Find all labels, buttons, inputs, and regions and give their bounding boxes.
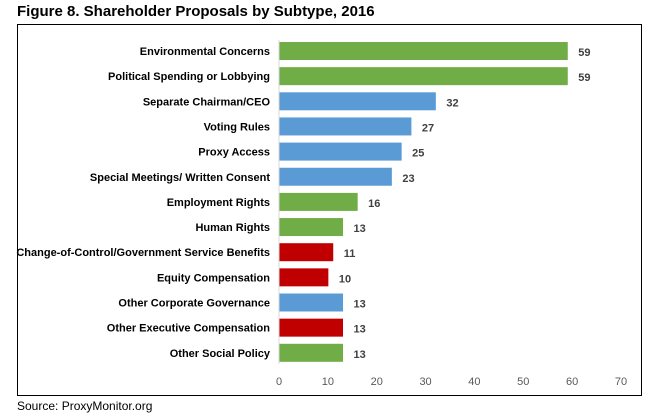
bar <box>279 167 392 186</box>
data-label: 25 <box>412 148 424 160</box>
data-label: 13 <box>354 324 366 336</box>
bar <box>279 343 344 362</box>
data-label: 32 <box>446 97 458 109</box>
category-label: Political Spending or Lobbying <box>108 71 270 83</box>
bar <box>279 268 329 287</box>
x-tick-label: 30 <box>419 376 431 388</box>
bar <box>279 92 436 111</box>
x-tick-label: 0 <box>276 376 282 388</box>
category-label: Special Meetings/ Written Consent <box>90 172 270 184</box>
x-tick-label: 20 <box>371 376 383 388</box>
data-label: 16 <box>368 198 380 210</box>
x-tick-label: 60 <box>566 376 578 388</box>
data-label: 27 <box>422 122 434 134</box>
data-label: 13 <box>354 223 366 235</box>
data-label: 11 <box>344 248 356 260</box>
category-label: Other Executive Compensation <box>107 323 270 335</box>
chart-title: Figure 8. Shareholder Proposals by Subty… <box>17 3 375 20</box>
bar <box>279 318 344 337</box>
source-note: Source: ProxyMonitor.org <box>17 399 153 413</box>
data-label: 13 <box>354 299 366 311</box>
category-label: Other Social Policy <box>170 348 271 360</box>
category-label: Proxy Access <box>198 147 270 159</box>
chart-frame <box>17 24 642 396</box>
data-label: 10 <box>339 273 351 285</box>
category-label: Environmental Concerns <box>140 46 270 58</box>
category-label: Separate Chairman/CEO <box>143 96 271 108</box>
data-label: 13 <box>354 349 366 361</box>
category-label: Equity Compensation <box>157 272 270 284</box>
category-label: Human Rights <box>195 222 270 234</box>
bar <box>279 42 568 60</box>
x-tick-label: 50 <box>517 376 529 388</box>
bar <box>279 192 358 211</box>
category-label: Voting Rules <box>204 121 270 133</box>
data-label: 23 <box>402 173 414 185</box>
bar <box>279 142 402 161</box>
bar <box>279 218 344 237</box>
bar <box>279 67 568 86</box>
x-tick-label: 40 <box>468 376 480 388</box>
category-label: Employment Rights <box>167 197 270 209</box>
bar <box>279 293 344 312</box>
bar <box>279 117 412 136</box>
x-tick-label: 70 <box>615 376 627 388</box>
x-tick-label: 10 <box>322 376 334 388</box>
category-label: Change-of-Control/Government Service Ben… <box>16 247 270 259</box>
data-label: 59 <box>578 47 590 59</box>
bar <box>279 243 334 262</box>
category-label: Other Corporate Governance <box>118 298 270 310</box>
data-label: 59 <box>578 72 590 84</box>
